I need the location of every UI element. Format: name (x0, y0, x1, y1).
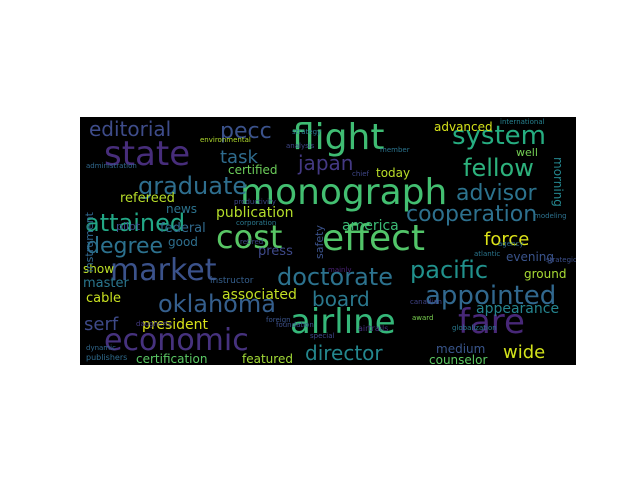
word: counselor (429, 353, 488, 365)
word: state (104, 134, 191, 174)
word: japan (298, 151, 354, 175)
word: foreign (266, 316, 291, 324)
word: atlantic (474, 250, 501, 258)
word: morning (551, 157, 565, 207)
word: advisor (456, 181, 537, 206)
word: environmental (200, 136, 251, 144)
word: appearance (476, 301, 560, 317)
word: member (380, 146, 410, 154)
word: evening (506, 250, 555, 264)
word: pilot (116, 220, 141, 233)
word: market (110, 253, 217, 288)
word: economic (104, 323, 249, 358)
word: chief (352, 170, 370, 178)
word: doctorate (277, 263, 393, 291)
word: pacific (410, 256, 489, 284)
word: award (412, 314, 434, 322)
word: task (220, 147, 258, 168)
word: publication (216, 205, 294, 221)
word: news (166, 202, 198, 216)
word: system (452, 121, 546, 151)
word: certified (228, 163, 278, 177)
word: agency (498, 240, 524, 248)
word: medium (436, 342, 486, 356)
word: well (516, 146, 538, 159)
word: appointed (425, 281, 557, 311)
word: press (258, 244, 293, 259)
word: canadian (410, 298, 442, 306)
word: publishers (86, 353, 128, 362)
word: federal (160, 221, 206, 236)
word: corporation (236, 219, 277, 227)
word: certification (136, 352, 208, 365)
word: instructor (210, 276, 254, 286)
word: special (310, 332, 335, 340)
word-cloud: flight monograph effect cost airline mar… (80, 117, 576, 365)
word: modeling (534, 212, 567, 220)
word: safety (313, 225, 326, 259)
word: wide (503, 342, 546, 363)
word: effect (322, 218, 426, 259)
word: foundation (276, 321, 314, 329)
word: ground (524, 267, 567, 281)
word: advanced (434, 120, 493, 134)
word: president (142, 317, 208, 333)
word: associated (222, 287, 297, 303)
word: cable (86, 291, 121, 306)
word: show (83, 262, 115, 276)
word: analysis (286, 142, 315, 150)
word: america (342, 218, 399, 234)
word: director (305, 341, 383, 365)
word: administration (86, 162, 137, 170)
word: featured (242, 352, 293, 365)
word: flight (292, 117, 385, 158)
word: editorial (89, 117, 172, 141)
word: fellow (463, 154, 534, 182)
word: oklahoma (158, 290, 276, 318)
word: master (83, 276, 129, 291)
word: attained (85, 209, 186, 237)
word: globalization (452, 324, 497, 332)
word: daugherty (136, 320, 173, 328)
word: dynamic (86, 344, 116, 352)
word: monograph (240, 172, 448, 213)
word: refereed (120, 191, 175, 206)
word: airline (290, 302, 396, 342)
word: force (484, 229, 530, 250)
word: mainly (328, 266, 352, 274)
word: productivity (234, 198, 276, 206)
word: airtrails (358, 324, 389, 333)
word: retired (240, 238, 264, 246)
word: degree (86, 234, 164, 259)
word: serf (84, 314, 119, 335)
word: fare (458, 302, 525, 342)
word: pecc (220, 119, 272, 144)
word: strategy (292, 128, 322, 136)
word: cost (216, 218, 283, 256)
word: graduate (138, 172, 248, 200)
word: board (312, 287, 370, 311)
word: international (500, 118, 545, 126)
word: today (376, 166, 411, 180)
word: instrument (83, 212, 96, 273)
word: strategic (546, 256, 576, 264)
word: good (168, 235, 198, 249)
word: cooperation (406, 202, 538, 227)
